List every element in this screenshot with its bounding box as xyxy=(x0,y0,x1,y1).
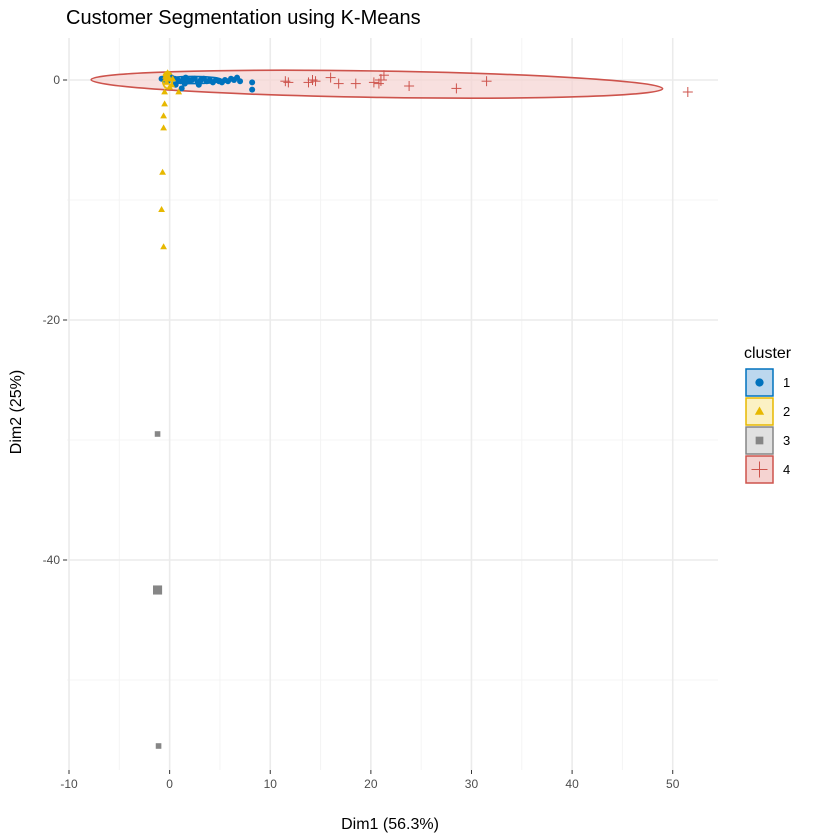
x-axis-ticks: -10 0 10 20 30 40 50 xyxy=(60,770,680,791)
cluster-4-point xyxy=(451,83,462,94)
legend-marker-2 xyxy=(754,406,765,415)
cluster-2-point xyxy=(159,168,166,175)
cluster-1-point xyxy=(195,81,202,88)
cluster-1-point xyxy=(178,85,185,92)
legend-key-3: 3 xyxy=(745,426,790,455)
cluster-2-point xyxy=(161,88,168,95)
cluster-3-point xyxy=(155,743,162,749)
cluster-4-point xyxy=(404,81,415,91)
cluster-4-point xyxy=(368,77,379,88)
cluster-2-point xyxy=(163,78,171,85)
legend-label: 1 xyxy=(783,375,790,390)
cluster-1-centroid xyxy=(180,75,191,85)
y-axis-label: Dim2 (25%) xyxy=(8,370,25,454)
cluster-2-point xyxy=(160,112,167,119)
cluster-2-point xyxy=(160,243,167,250)
x-tick-label: -10 xyxy=(60,777,78,791)
cluster-2-point xyxy=(160,124,167,131)
cluster-4-point xyxy=(333,78,344,89)
cluster-1-point xyxy=(249,79,256,86)
legend-label: 2 xyxy=(783,404,790,419)
legend-keys: 1 2 3 4 xyxy=(745,368,790,484)
x-tick-label: 20 xyxy=(364,777,378,791)
cluster-1-point xyxy=(237,78,244,85)
legend-key-2: 2 xyxy=(745,397,790,426)
legend-marker-3 xyxy=(755,436,764,445)
legend-key-1: 1 xyxy=(745,368,790,397)
x-axis-label: Dim1 (56.3%) xyxy=(341,816,439,833)
cluster-4-point xyxy=(310,76,321,87)
cluster-3-point xyxy=(154,431,161,437)
legend-title: cluster xyxy=(744,345,792,362)
y-tick-label: -40 xyxy=(43,553,61,567)
chart-title: Customer Segmentation using K-Means xyxy=(66,7,421,29)
cluster-2-centroid xyxy=(162,71,174,82)
cluster-3-centroid xyxy=(153,585,163,595)
x-tick-label: 50 xyxy=(666,777,680,791)
y-axis-ticks: 0 -20 -40 xyxy=(43,73,67,567)
cluster-4-point xyxy=(303,77,314,88)
cluster-centroids xyxy=(153,71,387,595)
cluster-4-point xyxy=(325,72,336,83)
y-tick-label: -20 xyxy=(43,313,61,327)
x-tick-label: 0 xyxy=(166,777,173,791)
cluster-2-point xyxy=(158,206,165,212)
cluster-4-point xyxy=(682,87,693,97)
legend-marker-1 xyxy=(755,378,764,387)
cluster-2-point xyxy=(166,83,174,90)
cluster-4-point xyxy=(283,77,294,88)
legend-label: 4 xyxy=(783,462,790,477)
cluster-2-point xyxy=(161,100,168,107)
x-tick-label: 30 xyxy=(465,777,479,791)
cluster-4-centroid xyxy=(374,74,387,86)
cluster-1-point xyxy=(249,86,256,93)
x-tick-label: 40 xyxy=(565,777,579,791)
plot-panel xyxy=(67,38,718,770)
plot-background xyxy=(67,38,718,770)
legend-key-4: 4 xyxy=(745,455,790,484)
grid-minor-lines xyxy=(67,38,718,770)
legend-label: 3 xyxy=(783,433,790,448)
cluster-4-point xyxy=(481,76,492,87)
y-tick-label: 0 xyxy=(53,73,60,87)
cluster-2-point xyxy=(175,88,183,95)
legend-marker-4 xyxy=(751,461,768,478)
legend: cluster 1 2 3 4 xyxy=(744,345,792,484)
x-tick-label: 10 xyxy=(264,777,278,791)
cluster-4-point xyxy=(350,78,361,89)
